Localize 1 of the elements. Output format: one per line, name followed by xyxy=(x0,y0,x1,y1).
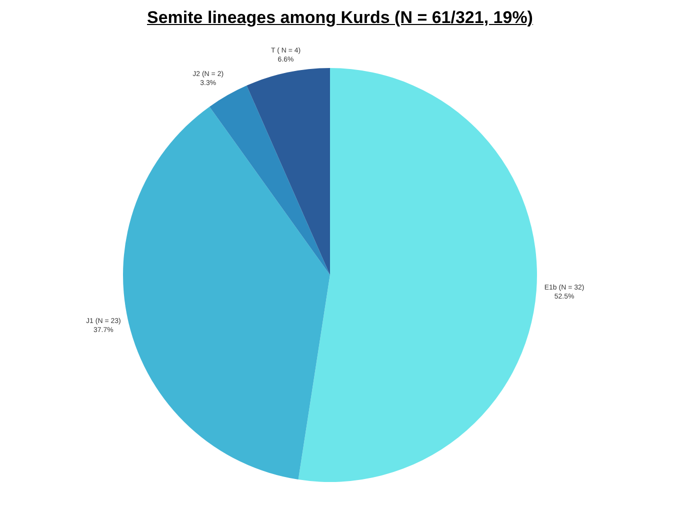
chart-title: Semite lineages among Kurds (N = 61/321, 19%) xyxy=(146,8,534,28)
